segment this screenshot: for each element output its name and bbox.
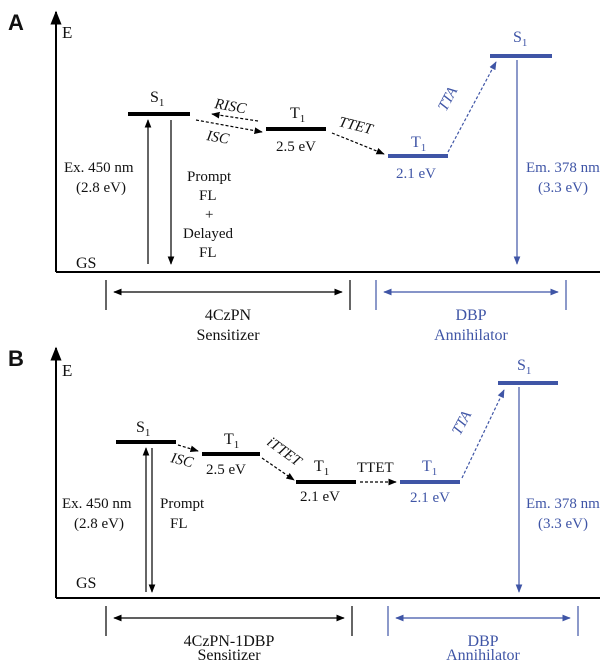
sensitizer-t1-low-energy: 2.1 eV — [300, 489, 340, 505]
annihilator-emission-energy: (3.3 eV) — [538, 180, 588, 196]
annihilator-role: Annihilator — [446, 647, 520, 664]
emission-line-1: FL — [199, 188, 217, 204]
tta-label: TTA — [449, 408, 475, 438]
sensitizer-t1-high-label: T1 — [224, 431, 239, 451]
annihilator-t1-label: T1 — [411, 134, 426, 154]
ground-state-label: GS — [76, 255, 96, 272]
panel-b: B E GS S1 ISC T1 2.5 eV iTTET T1 2.1 eV … — [8, 346, 600, 664]
annihilator-s1-label: S1 — [513, 29, 527, 49]
panel-a: A E GS S1 T1 2.5 eV RISC ISC TTET T1 2.1… — [8, 10, 600, 344]
annihilator-role: Annihilator — [434, 327, 508, 344]
isc-arrow — [177, 444, 199, 453]
sensitizer-t1-label: T1 — [290, 105, 305, 125]
annihilator-t1-energy: 2.1 eV — [396, 166, 436, 182]
ittet-label: iTTET — [264, 434, 306, 470]
sensitizer-s1-label: S1 — [150, 89, 164, 109]
energy-axis-label: E — [62, 361, 72, 380]
tta-arrow — [461, 389, 505, 479]
risc-label: RISC — [212, 96, 248, 118]
sensitizer-t1-energy: 2.5 eV — [276, 139, 316, 155]
isc-label: ISC — [204, 128, 231, 148]
ttet-label: TTET — [357, 460, 394, 476]
panel-b-letter: B — [8, 346, 24, 371]
annihilator-emission-label: Em. 378 nm — [526, 160, 600, 176]
emission-line-4: FL — [199, 245, 217, 261]
annihilator-t1-energy: 2.1 eV — [410, 490, 450, 506]
emission-line-2: + — [205, 207, 213, 223]
excitation-label: Ex. 450 nm — [62, 496, 132, 512]
sensitizer-role: Sensitizer — [197, 647, 261, 664]
panel-a-letter: A — [8, 10, 24, 35]
sensitizer-name: 4CzPN — [205, 307, 252, 324]
sensitizer-role: Sensitizer — [196, 327, 260, 344]
annihilator-t1-label: T1 — [422, 458, 437, 478]
annihilator-emission-label: Em. 378 nm — [526, 496, 600, 512]
sensitizer-t1-high-energy: 2.5 eV — [206, 462, 246, 478]
tta-arrow — [447, 61, 497, 153]
energy-axis-label: E — [62, 23, 72, 42]
sensitizer-s1-label: S1 — [136, 419, 150, 439]
emission-line-1: FL — [170, 516, 188, 532]
excitation-label: Ex. 450 nm — [64, 160, 134, 176]
risc-arrow — [211, 111, 259, 122]
ittet-arrow — [261, 457, 295, 481]
emission-line-0: Prompt — [187, 169, 232, 185]
emission-line-3: Delayed — [183, 226, 233, 242]
annihilator-emission-energy: (3.3 eV) — [538, 516, 588, 532]
excitation-energy: (2.8 eV) — [76, 180, 126, 196]
excitation-energy: (2.8 eV) — [74, 516, 124, 532]
sensitizer-t1-low-label: T1 — [314, 458, 329, 478]
ttet-arrow — [331, 132, 385, 155]
isc-label: ISC — [168, 450, 196, 471]
annihilator-name: DBP — [467, 633, 498, 650]
ground-state-label: GS — [76, 575, 96, 592]
annihilator-s1-label: S1 — [517, 357, 531, 377]
annihilator-name: DBP — [455, 307, 486, 324]
tta-label: TTA — [435, 84, 461, 114]
sensitizer-name: 4CzPN-1DBP — [184, 633, 275, 650]
emission-line-0: Prompt — [160, 496, 205, 512]
isc-arrow — [195, 119, 263, 134]
ttet-label: TTET — [337, 114, 376, 138]
